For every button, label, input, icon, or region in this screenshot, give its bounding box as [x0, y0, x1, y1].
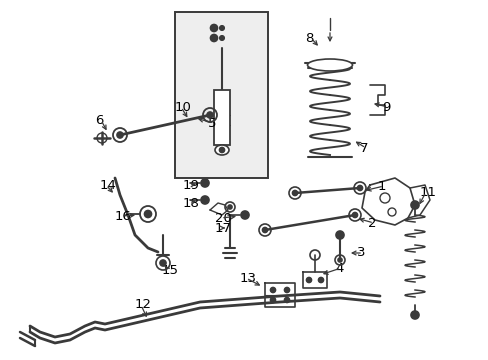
Circle shape [335, 231, 343, 239]
Text: 18: 18 [183, 197, 200, 210]
Circle shape [284, 288, 289, 292]
Circle shape [352, 212, 357, 217]
Text: 9: 9 [381, 100, 389, 113]
Text: 4: 4 [334, 261, 343, 274]
Circle shape [144, 211, 151, 217]
Text: 6: 6 [95, 113, 103, 126]
Circle shape [262, 228, 267, 233]
Text: 1: 1 [377, 180, 386, 193]
Circle shape [410, 201, 418, 209]
Text: 20: 20 [215, 212, 231, 225]
Text: 8: 8 [305, 32, 313, 45]
Circle shape [210, 24, 217, 32]
Circle shape [227, 205, 231, 209]
Circle shape [219, 148, 224, 153]
Text: 3: 3 [356, 247, 365, 260]
Circle shape [270, 288, 275, 292]
Text: 5: 5 [207, 117, 216, 130]
Circle shape [270, 297, 275, 302]
Text: 17: 17 [215, 221, 231, 234]
Ellipse shape [307, 59, 352, 71]
Bar [175, 12, 267, 178]
Ellipse shape [215, 145, 228, 155]
Circle shape [160, 260, 165, 266]
Circle shape [284, 297, 289, 302]
Circle shape [219, 26, 224, 30]
Circle shape [410, 311, 418, 319]
Circle shape [241, 211, 248, 219]
Circle shape [201, 196, 208, 204]
Circle shape [201, 179, 208, 187]
Circle shape [292, 190, 297, 195]
Text: 16: 16 [115, 210, 132, 222]
Text: 11: 11 [419, 185, 436, 198]
Circle shape [306, 278, 311, 283]
Text: 14: 14 [100, 179, 117, 192]
Text: 15: 15 [162, 264, 179, 276]
Circle shape [318, 278, 323, 283]
Circle shape [219, 36, 224, 40]
Circle shape [210, 35, 217, 41]
Text: 7: 7 [359, 141, 368, 154]
Circle shape [337, 258, 341, 262]
Text: 12: 12 [135, 298, 152, 311]
Text: 13: 13 [240, 271, 257, 284]
Text: 19: 19 [183, 179, 200, 192]
Circle shape [117, 132, 123, 138]
Text: 10: 10 [175, 100, 191, 113]
Circle shape [357, 185, 362, 190]
Circle shape [206, 112, 213, 118]
Text: 2: 2 [367, 216, 376, 230]
Bar [214, 90, 229, 145]
